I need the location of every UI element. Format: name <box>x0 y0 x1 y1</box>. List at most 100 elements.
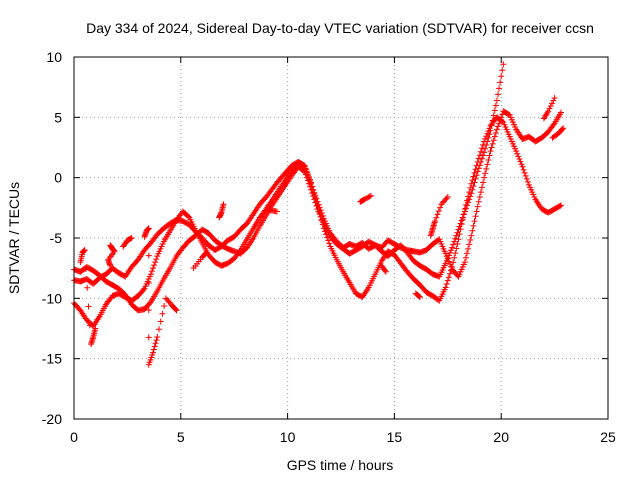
data-point-track-b <box>450 259 457 266</box>
data-point-segments <box>551 95 558 102</box>
data-point-segments <box>366 193 373 200</box>
data-point-track-b <box>514 150 521 157</box>
data-point-track-c <box>307 183 314 190</box>
data-point-segments <box>202 250 209 257</box>
data-point-track-b <box>517 158 524 165</box>
data-point-track-a <box>493 126 500 133</box>
data-point-track-c <box>489 117 496 124</box>
data-point-track-c <box>448 247 455 254</box>
data-point-track-c <box>442 260 449 267</box>
data-point-track-a <box>470 222 477 229</box>
data-point-track-a <box>490 137 497 144</box>
data-point-track-c <box>302 171 309 178</box>
data-point-track-b <box>442 284 449 291</box>
data-point-segments <box>417 294 424 301</box>
data-point-track-b <box>301 162 308 169</box>
data-point-track-c <box>459 214 466 221</box>
data-point-track-b <box>518 161 525 168</box>
data-point-segments <box>416 293 423 300</box>
data-point-segments <box>364 194 371 201</box>
data-point-segments <box>145 252 152 259</box>
data-point-track-c <box>478 155 485 162</box>
data-point-segments <box>431 218 438 225</box>
data-point-track-b <box>519 163 526 170</box>
data-point-track-c <box>483 142 490 149</box>
data-point-segments <box>84 284 91 291</box>
data-point-track-b <box>153 256 160 263</box>
data-point-track-c <box>500 61 507 68</box>
data-point-track-c <box>488 122 495 129</box>
data-point-track-c <box>449 244 456 251</box>
data-point-track-c <box>313 202 320 209</box>
data-point-track-c <box>146 300 153 307</box>
data-point-track-a <box>473 208 480 215</box>
data-point-track-c <box>499 67 506 74</box>
axis-ticks: 0 5 10 15 20 25 -20 -15 -10 -5 0 5 10 <box>42 49 616 445</box>
data-point-track-a <box>477 189 484 196</box>
data-point-track-c <box>444 255 451 262</box>
data-point-track-a <box>466 241 473 248</box>
data-point-track-b <box>452 250 459 257</box>
data-point-track-c <box>450 241 457 248</box>
data-point-track-b <box>516 155 523 162</box>
data-point-track-a <box>476 193 483 200</box>
data-point-segments <box>128 235 135 241</box>
x-tick-label: 0 <box>70 429 78 445</box>
data-point-segments <box>86 322 93 329</box>
data-point-track-a <box>469 227 476 234</box>
data-point-segments <box>145 225 152 232</box>
data-point-track-c <box>465 199 472 206</box>
data-point-segments <box>444 193 451 200</box>
data-point-track-b <box>151 262 158 269</box>
data-point-segments <box>166 299 173 306</box>
data-point-segments <box>92 325 99 332</box>
data-point-track-c <box>484 138 491 145</box>
data-point-segments <box>546 105 553 112</box>
data-point-segments <box>545 108 552 115</box>
data-point-track-a <box>442 250 449 257</box>
data-point-track-a <box>474 203 481 210</box>
data-point-track-c <box>497 79 504 86</box>
data-point-segments <box>145 307 152 314</box>
data-point-track-b <box>148 268 155 275</box>
data-point-segments <box>152 340 159 347</box>
data-point-segments <box>440 198 447 205</box>
data-point-track-c <box>445 252 452 259</box>
data-point-track-b <box>513 148 520 155</box>
data-point-track-c <box>473 172 480 179</box>
data-point-segments <box>433 214 440 221</box>
y-tick-label: -20 <box>42 411 62 427</box>
data-point-track-c <box>494 91 501 98</box>
data-point-track-b <box>300 161 307 168</box>
data-point-segments <box>435 207 442 214</box>
data-point-segments <box>273 208 280 215</box>
data-point-segments <box>107 262 114 269</box>
data-point-track-c <box>477 158 484 165</box>
data-point-track-c <box>458 217 465 224</box>
data-point-track-c <box>312 199 319 206</box>
data-point-segments <box>382 267 389 274</box>
y-tick-label: -15 <box>42 351 62 367</box>
data-point-track-c <box>476 162 483 169</box>
data-point-track-a <box>480 179 487 186</box>
data-point-track-b <box>147 271 154 278</box>
data-point-track-a <box>491 133 498 140</box>
data-point-track-c <box>475 165 482 172</box>
data-point-track-b <box>449 263 456 270</box>
data-point-track-a <box>494 123 501 130</box>
data-point-segments <box>161 303 168 310</box>
data-point-track-a <box>558 109 565 116</box>
data-point-track-c <box>454 229 461 236</box>
data-point-segments <box>443 195 450 202</box>
data-point-track-c <box>305 180 312 187</box>
data-point-track-c <box>446 249 453 256</box>
data-point-track-b <box>522 172 529 179</box>
data-point-segments <box>162 295 169 302</box>
data-point-track-c <box>491 107 498 114</box>
data-point-segments <box>560 125 567 132</box>
data-point-segments <box>82 265 89 272</box>
data-point-track-c <box>456 223 463 230</box>
data-point-track-c <box>464 202 471 209</box>
y-tick-label: 10 <box>46 49 62 65</box>
data-point-segments <box>550 97 557 104</box>
